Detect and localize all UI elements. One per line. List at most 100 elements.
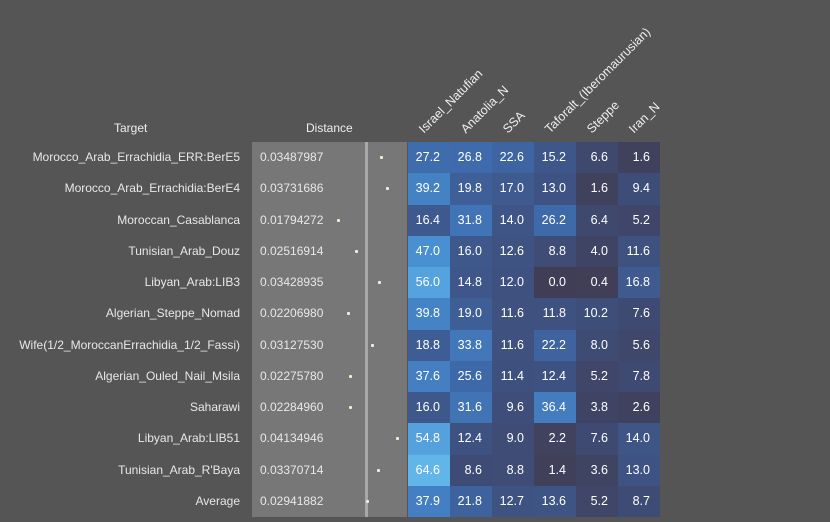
target-label: Tunisian_Arab_R'Baya bbox=[118, 462, 240, 477]
target-label: Tunisian_Arab_Douz bbox=[128, 243, 240, 258]
table-row: Tunisian_Arab_R'Baya 0.03370714 64.6 8.6 8.8… bbox=[0, 454, 830, 486]
heatmap-cell: 26.8 bbox=[450, 142, 492, 174]
distance-value: 0.04134946 bbox=[260, 431, 324, 446]
distance-value: 0.01794272 bbox=[260, 212, 324, 227]
table-row: Saharawi 0.02284960 16.0 31.6 9.6 36.4 3.8 2.6 bbox=[0, 392, 830, 424]
heatmap-cell: 0.4 bbox=[576, 267, 618, 299]
distance-dot bbox=[385, 187, 389, 191]
heatmap-cell: 2.2 bbox=[534, 423, 576, 455]
heatmap-cell: 37.9 bbox=[408, 485, 450, 517]
heatmap-cell: 8.6 bbox=[450, 454, 492, 486]
table-row: Morocco_Arab_Errachidia:BerE4 0.03731686 3… bbox=[0, 173, 830, 205]
target-label: Libyan_Arab:LIB3 bbox=[144, 275, 240, 289]
heatmap-cell: 14.8 bbox=[450, 267, 492, 299]
target-label: Morocco_Arab_Errachidia:BerE4 bbox=[64, 181, 240, 196]
heatmap-cell: 7.6 bbox=[576, 423, 618, 455]
heatmap-cell: 9.4 bbox=[618, 173, 660, 205]
distance-column bbox=[252, 142, 407, 517]
heatmap-cell: 27.2 bbox=[408, 142, 450, 174]
heatmap-cell: 4.0 bbox=[576, 235, 618, 267]
heatmap-cell: 18.8 bbox=[408, 329, 450, 361]
table-row: Algerian_Ouled_Nail_Msila 0.02275780 37.6 2… bbox=[0, 360, 830, 392]
distance-value: 0.02284960 bbox=[260, 400, 324, 414]
heatmap-cell: 31.8 bbox=[450, 204, 492, 236]
heatmap-cell: 5.6 bbox=[618, 329, 660, 361]
heatmap-cell: 16.4 bbox=[408, 204, 450, 236]
heatmap-cell: 8.8 bbox=[492, 454, 534, 486]
column-header: Iran_N bbox=[626, 99, 663, 136]
heatmap-cell: 16.8 bbox=[618, 267, 660, 299]
target-label: Libyan_Arab:LIB51 bbox=[137, 431, 240, 446]
target-label: Algerian_Steppe_Nomad bbox=[105, 306, 240, 321]
heatmap-cell: 39.8 bbox=[408, 298, 450, 330]
table-row: Tunisian_Arab_Douz 0.02516914 47.0 16.0 12.6… bbox=[0, 235, 830, 267]
heatmap-cell: 56.0 bbox=[408, 267, 450, 299]
heatmap-cell: 12.4 bbox=[534, 360, 576, 392]
distance-dot bbox=[376, 468, 380, 472]
target-label: Morocco_Arab_Errachidia_ERR:BerE5 bbox=[32, 150, 240, 164]
heatmap-cell: 0.0 bbox=[534, 267, 576, 299]
distance-value: 0.03370714 bbox=[260, 462, 324, 477]
heatmap-cell: 16.0 bbox=[450, 235, 492, 267]
target-header: Target bbox=[114, 121, 148, 135]
distance-dot bbox=[355, 249, 359, 253]
heatmap-cell: 14.0 bbox=[492, 204, 534, 236]
column-header: SSA bbox=[500, 108, 528, 136]
heatmap-cell: 47.0 bbox=[408, 235, 450, 267]
heatmap-cell: 12.7 bbox=[492, 485, 534, 517]
distance-value: 0.02206980 bbox=[260, 306, 324, 321]
distance-value: 0.02275780 bbox=[260, 368, 324, 383]
heatmap-cell: 22.6 bbox=[492, 142, 534, 174]
distance-dot bbox=[347, 312, 351, 316]
distance-dot bbox=[337, 218, 340, 222]
heatmap-cell: 26.2 bbox=[534, 204, 576, 236]
heatmap-cell: 6.4 bbox=[576, 204, 618, 236]
table-row: Average 0.02941882 37.9 21.8 12.7 13.6 5.2 8.7 bbox=[0, 485, 830, 517]
distance-value: 0.03487987 bbox=[260, 150, 324, 164]
heatmap-cell: 54.8 bbox=[408, 423, 450, 455]
heatmap-cell: 33.8 bbox=[450, 329, 492, 361]
heatmap-cell: 14.0 bbox=[618, 423, 660, 455]
heatmap-cell: 7.6 bbox=[618, 298, 660, 330]
heatmap-cell: 10.2 bbox=[576, 298, 618, 330]
heatmap-cell: 64.6 bbox=[408, 454, 450, 486]
heatmap-cell: 1.4 bbox=[534, 454, 576, 486]
heatmap-cell: 16.0 bbox=[408, 392, 450, 424]
heatmap-cell: 11.6 bbox=[492, 298, 534, 330]
heatmap-cell: 13.0 bbox=[618, 454, 660, 486]
distance-dot bbox=[378, 281, 382, 284]
distance-dot bbox=[365, 499, 369, 503]
heatmap-cell: 5.2 bbox=[576, 485, 618, 517]
distance-dot bbox=[370, 343, 374, 347]
heatmap-cell: 39.2 bbox=[408, 173, 450, 205]
heatmap-cell: 9.6 bbox=[492, 392, 534, 424]
heatmap-cell: 15.2 bbox=[534, 142, 576, 174]
distance-header: Distance bbox=[306, 121, 353, 135]
heatmap-cell: 8.8 bbox=[534, 235, 576, 267]
heatmap-cell: 7.8 bbox=[618, 360, 660, 392]
target-label: Saharawi bbox=[189, 400, 240, 414]
heatmap-cell: 21.8 bbox=[450, 485, 492, 517]
heatmap-cell: 37.6 bbox=[408, 360, 450, 392]
table-row: Wife(1/2_MoroccanErrachidia_1/2_Fassi) 0.… bbox=[0, 329, 830, 361]
heatmap-cell: 6.6 bbox=[576, 142, 618, 174]
heatmap-cell: 22.2 bbox=[534, 329, 576, 361]
table-row: Algerian_Steppe_Nomad 0.02206980 39.8 19.0 1… bbox=[0, 298, 830, 330]
heatmap-cell: 8.0 bbox=[576, 329, 618, 361]
column-header: Steppe bbox=[584, 98, 623, 136]
distance-dot bbox=[349, 406, 353, 409]
heatmap-cell: 3.8 bbox=[576, 392, 618, 424]
heatmap-cell: 25.6 bbox=[450, 360, 492, 392]
distance-divider bbox=[365, 142, 368, 517]
table-row: Libyan_Arab:LIB51 0.04134946 54.8 12.4 9.0 2.… bbox=[0, 423, 830, 455]
heatmap-cell: 36.4 bbox=[534, 392, 576, 424]
distance-dot bbox=[349, 374, 353, 378]
table-row: Morocco_Arab_Errachidia_ERR:BerE5 0.03487… bbox=[0, 142, 830, 174]
heatmap-cell: 12.0 bbox=[492, 267, 534, 299]
heatmap-cell: 11.6 bbox=[492, 329, 534, 361]
heatmap-cell: 2.6 bbox=[618, 392, 660, 424]
heatmap-cell: 5.2 bbox=[576, 360, 618, 392]
heatmap-cell: 8.7 bbox=[618, 485, 660, 517]
distance-value: 0.03127530 bbox=[260, 337, 324, 352]
target-label: Wife(1/2_MoroccanErrachidia_1/2_Fassi) bbox=[19, 337, 240, 352]
